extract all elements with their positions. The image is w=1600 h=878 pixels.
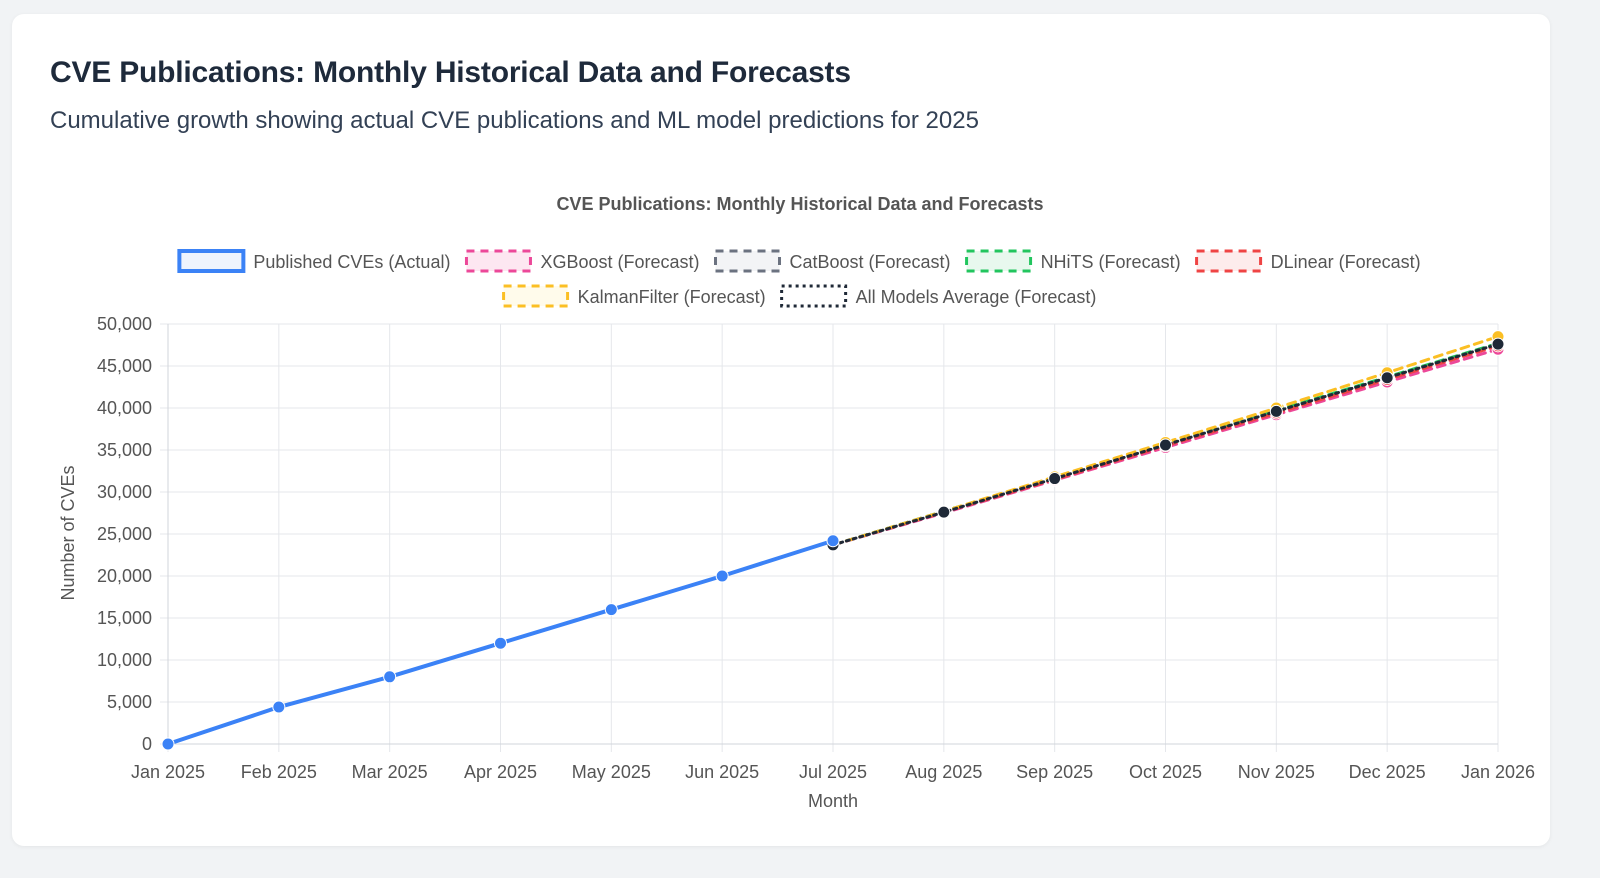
x-tick-label: Aug 2025 bbox=[905, 762, 982, 782]
legend-swatch-xgboost-forecast[interactable] bbox=[464, 249, 532, 273]
x-tick-label: May 2025 bbox=[572, 762, 651, 782]
legend-swatch-catboost-forecast[interactable] bbox=[714, 249, 782, 273]
x-tick-label: Oct 2025 bbox=[1129, 762, 1202, 782]
x-axis-label: Month bbox=[808, 791, 858, 811]
data-point-published-cves-actual[interactable] bbox=[826, 534, 840, 548]
legend[interactable]: Published CVEs (Actual) XGBoost (Forecast… bbox=[177, 249, 1421, 308]
y-tick-label: 45,000 bbox=[97, 356, 152, 376]
x-tick-label: Jul 2025 bbox=[799, 762, 867, 782]
y-tick-label: 0 bbox=[142, 734, 152, 754]
series-lines bbox=[161, 330, 1505, 751]
y-tick-label: 10,000 bbox=[97, 650, 152, 670]
x-tick-label: Apr 2025 bbox=[464, 762, 537, 782]
legend-label-kalmanfilter-forecast[interactable]: KalmanFilter (Forecast) bbox=[578, 287, 766, 307]
data-point-all-models-average-forecast[interactable] bbox=[1380, 371, 1394, 385]
x-tick-label: Jan 2025 bbox=[131, 762, 205, 782]
y-axis-label: Number of CVEs bbox=[58, 465, 78, 600]
legend-label-nhits-forecast[interactable]: NHiTS (Forecast) bbox=[1041, 252, 1181, 272]
legend-label-xgboost-forecast[interactable]: XGBoost (Forecast) bbox=[540, 252, 699, 272]
y-tick-label: 30,000 bbox=[97, 482, 152, 502]
legend-swatch-dlinear-forecast[interactable] bbox=[1195, 249, 1263, 273]
y-tick-label: 25,000 bbox=[97, 524, 152, 544]
data-point-published-cves-actual[interactable] bbox=[161, 737, 175, 751]
legend-swatch-nhits-forecast[interactable] bbox=[965, 249, 1033, 273]
data-point-published-cves-actual[interactable] bbox=[494, 636, 507, 650]
x-tick-label: Mar 2025 bbox=[352, 762, 428, 782]
data-point-all-models-average-forecast[interactable] bbox=[1048, 472, 1062, 486]
legend-label-catboost-forecast[interactable]: CatBoost (Forecast) bbox=[790, 252, 951, 272]
legend-label-all-models-average-forecast[interactable]: All Models Average (Forecast) bbox=[856, 287, 1097, 307]
data-point-all-models-average-forecast[interactable] bbox=[937, 505, 951, 519]
data-point-published-cves-actual[interactable] bbox=[272, 700, 286, 714]
legend-label-dlinear-forecast[interactable]: DLinear (Forecast) bbox=[1271, 252, 1421, 272]
data-point-published-cves-actual[interactable] bbox=[604, 603, 618, 617]
y-tick-label: 5,000 bbox=[107, 692, 152, 712]
y-tick-label: 50,000 bbox=[97, 314, 152, 334]
data-point-published-cves-actual[interactable] bbox=[715, 569, 729, 583]
y-tick-label: 15,000 bbox=[97, 608, 152, 628]
data-point-all-models-average-forecast[interactable] bbox=[1269, 404, 1283, 418]
x-tick-label: Jan 2026 bbox=[1461, 762, 1535, 782]
data-point-published-cves-actual[interactable] bbox=[383, 670, 397, 684]
y-tick-label: 20,000 bbox=[97, 566, 152, 586]
chart-title: CVE Publications: Monthly Historical Dat… bbox=[556, 194, 1043, 214]
chart-card: CVE Publications: Monthly Historical Dat… bbox=[12, 14, 1550, 846]
x-tick-label: Feb 2025 bbox=[241, 762, 317, 782]
legend-swatch-kalmanfilter-forecast[interactable] bbox=[502, 284, 570, 308]
legend-swatch-published-cves-actual[interactable] bbox=[177, 249, 246, 273]
y-tick-label: 35,000 bbox=[97, 440, 152, 460]
page-title: CVE Publications: Monthly Historical Dat… bbox=[50, 56, 851, 89]
data-point-all-models-average-forecast[interactable] bbox=[1159, 438, 1172, 452]
legend-swatch-all-models-average-forecast[interactable] bbox=[780, 284, 848, 308]
legend-label-published-cves-actual[interactable]: Published CVEs (Actual) bbox=[253, 252, 450, 272]
axes: 0 5,000 10,000 15,000 20,000 25,000 30,000 35,0… bbox=[97, 314, 1535, 782]
x-tick-label: Dec 2025 bbox=[1349, 762, 1426, 782]
y-tick-label: 40,000 bbox=[97, 398, 152, 418]
page-subtitle: Cumulative growth showing actual CVE pub… bbox=[50, 107, 979, 134]
x-tick-label: Sep 2025 bbox=[1016, 762, 1093, 782]
x-tick-label: Jun 2025 bbox=[685, 762, 759, 782]
x-tick-label: Nov 2025 bbox=[1238, 762, 1315, 782]
data-point-all-models-average-forecast[interactable] bbox=[1491, 337, 1505, 351]
